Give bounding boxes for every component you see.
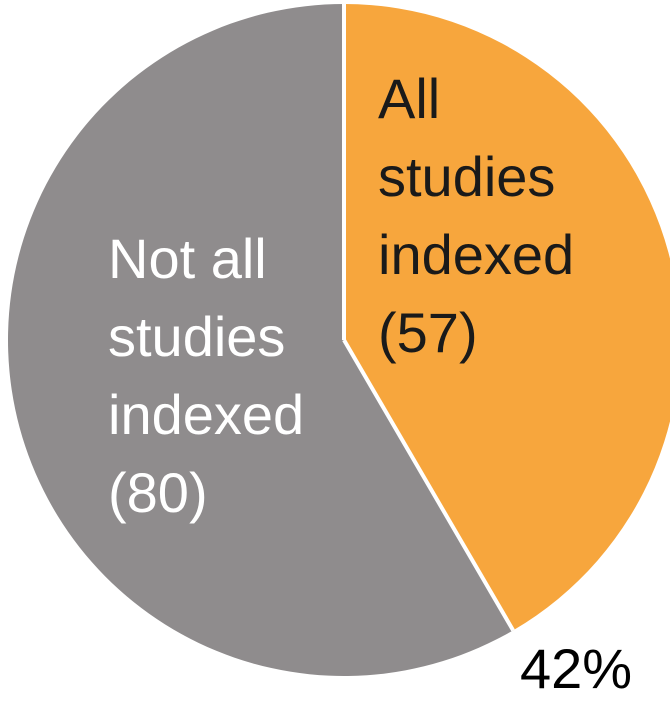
slice-label-line: (80): [108, 461, 208, 524]
slice-separator: [342, 338, 515, 632]
pie-slice-not-all-studies-indexed: [7, 4, 514, 676]
slice-label-line: Not all: [108, 227, 267, 290]
slice-label-line: indexed: [108, 383, 304, 446]
pie-slice-all-studies-indexed: [344, 4, 670, 631]
slice-label-line: indexed: [378, 223, 574, 286]
slice-label-line: All: [378, 67, 440, 130]
pie-labels: All studies indexed (57) Not all studies index…: [108, 67, 632, 700]
pie-slices: [7, 4, 670, 676]
percent-label: 42%: [520, 637, 632, 696]
slice-label-not-all-studies-indexed: Not all studies indexed (80): [108, 227, 304, 524]
slice-label-line: (57): [378, 301, 478, 364]
slice-label-all-studies-indexed: All studies indexed (57): [378, 67, 574, 364]
slice-label-line: studies: [378, 145, 555, 208]
slice-label-line: studies: [108, 305, 285, 368]
